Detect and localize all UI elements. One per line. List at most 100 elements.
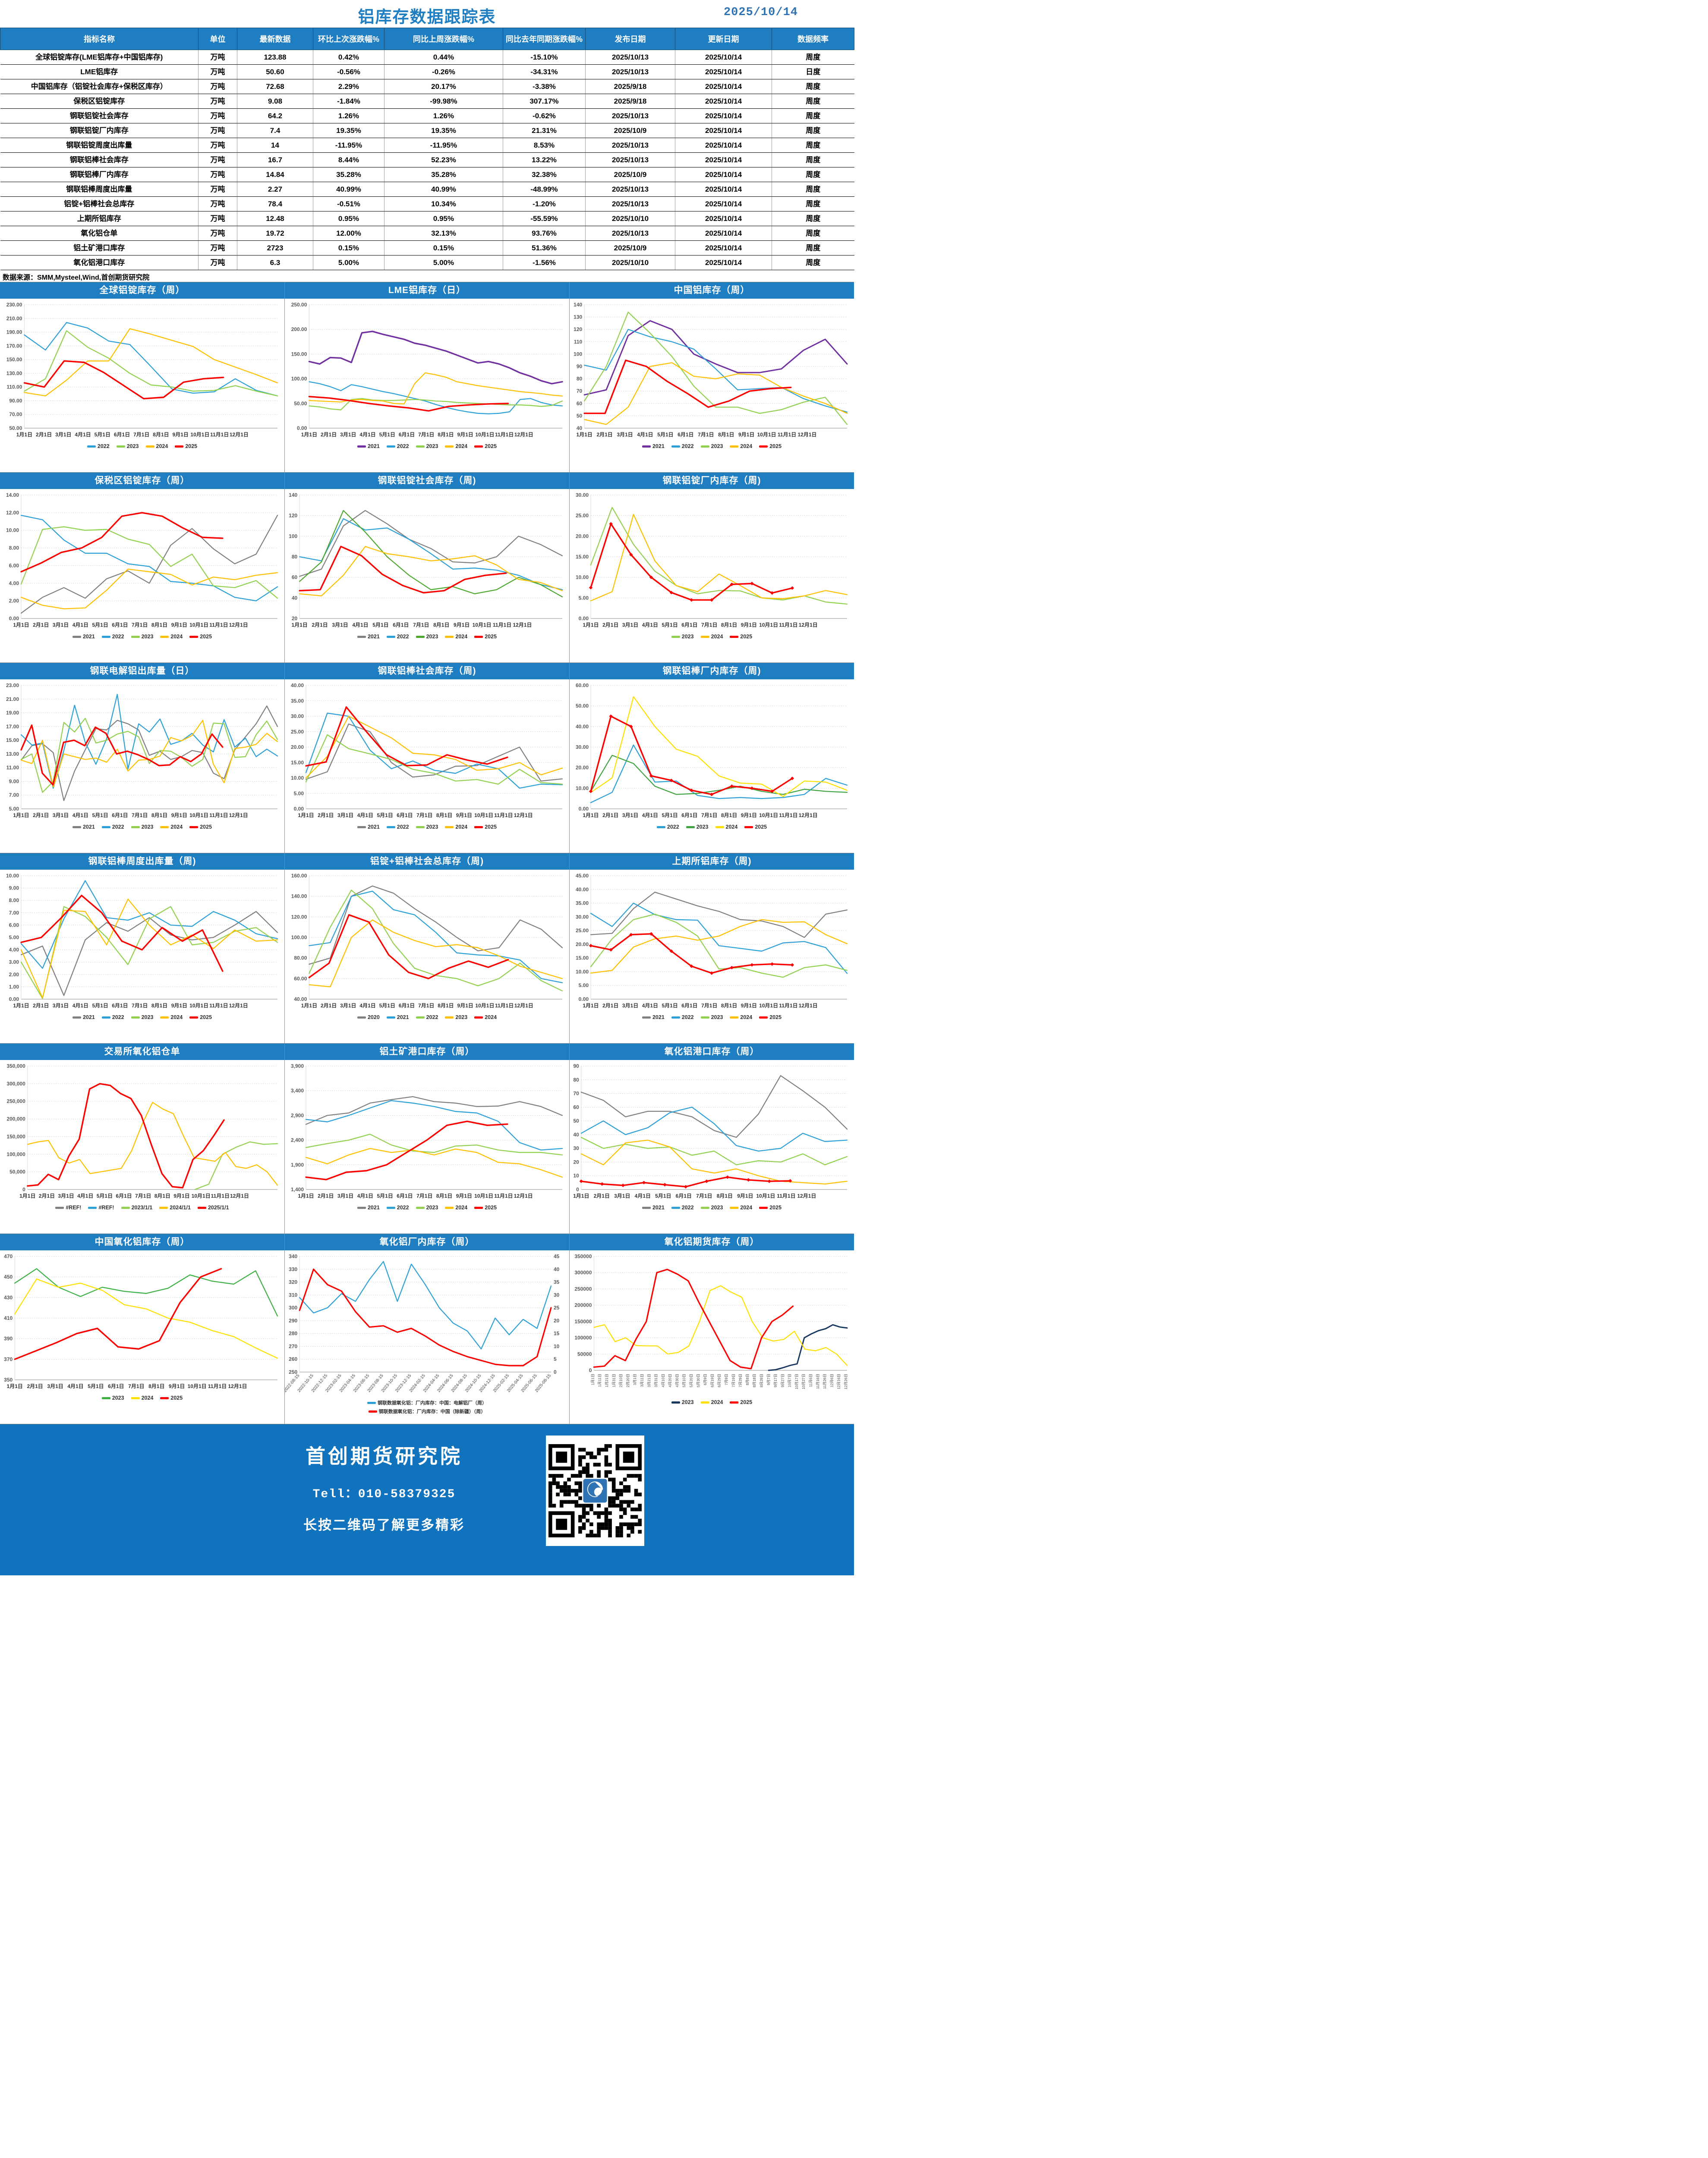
svg-text:7.00: 7.00 bbox=[9, 910, 19, 916]
svg-text:1月1日: 1月1日 bbox=[590, 1374, 595, 1385]
legend-item: 2023 bbox=[686, 824, 709, 830]
legend-item: 2021 bbox=[357, 824, 380, 830]
legend-item: 2023 bbox=[416, 1205, 438, 1211]
svg-text:90.00: 90.00 bbox=[9, 398, 22, 404]
chart-plot: 50.00 70.00 90.00 110.00 130.00 150.00 170.00 1… bbox=[6, 302, 278, 438]
legend-swatch-icon bbox=[101, 635, 110, 638]
svg-text:11月1日: 11月1日 bbox=[779, 622, 797, 628]
svg-text:15.00: 15.00 bbox=[576, 554, 589, 560]
legend-item: 2024 bbox=[145, 443, 168, 449]
legend-item: 2021 bbox=[642, 443, 665, 449]
svg-text:5月1日: 5月1日 bbox=[372, 622, 388, 628]
chart-title: 钢联铝锭厂内库存（周) bbox=[570, 473, 854, 489]
legend-item: 2021 bbox=[72, 824, 95, 830]
qr-hint: 长按二维码了解更多精彩 bbox=[303, 1518, 465, 1533]
svg-text:1月1日: 1月1日 bbox=[7, 1383, 23, 1389]
svg-text:6月1日: 6月1日 bbox=[681, 812, 697, 818]
legend-swatch-icon bbox=[416, 1016, 425, 1019]
footer-banner: 首创期货研究院 Tell：010-58379325 长按二维码了解更多精彩 bbox=[0, 1424, 854, 1575]
legend-item: 2025 bbox=[744, 824, 767, 830]
svg-text:7月1日: 7月1日 bbox=[701, 622, 717, 628]
svg-text:60.00: 60.00 bbox=[576, 682, 589, 688]
legend-swatch-icon bbox=[700, 1401, 709, 1404]
legend-swatch-icon bbox=[671, 1206, 680, 1209]
legend-item: 2024 bbox=[445, 443, 467, 449]
svg-text:5.00: 5.00 bbox=[294, 790, 304, 796]
svg-text:6月9日: 6月9日 bbox=[703, 1374, 707, 1385]
svg-text:40: 40 bbox=[577, 425, 583, 431]
legend-item: 2023 bbox=[700, 443, 723, 449]
svg-text:250000: 250000 bbox=[574, 1286, 592, 1292]
svg-text:8月1日: 8月1日 bbox=[717, 1193, 733, 1199]
svg-text:11月1日: 11月1日 bbox=[493, 622, 511, 628]
svg-text:8月8日: 8月8日 bbox=[745, 1374, 750, 1385]
svg-text:25.00: 25.00 bbox=[291, 729, 304, 735]
legend-item: 2021 bbox=[642, 1205, 665, 1211]
chart-plot: 20 40 60 80 100 120 140 1月1日 2月1日 3月1日 4月1日 5月1日 6月1… bbox=[289, 492, 563, 628]
chart-cell-15: 氧化铝港口库存（周） 0 10 20 30 40 50 60 70 80 90 1月1日 2月1日 3月1… bbox=[570, 1044, 854, 1234]
legend-swatch-icon bbox=[474, 1206, 483, 1209]
svg-text:11月1日: 11月1日 bbox=[494, 1193, 513, 1199]
chart-cell-10: 钢联铝棒周度出库量（周) 0.00 1.00 2.00 3.00 4.00 5.00 6.00… bbox=[0, 853, 285, 1044]
svg-text:12月1日: 12月1日 bbox=[797, 1193, 816, 1199]
svg-text:10月17日: 10月17日 bbox=[794, 1374, 799, 1389]
svg-text:9月1日: 9月1日 bbox=[171, 1003, 187, 1009]
svg-text:8月1日: 8月1日 bbox=[438, 432, 454, 438]
data-source-note: 数据来源：SMM,Mysteel,Wind,首创期货研究院 bbox=[3, 274, 150, 281]
svg-text:50,000: 50,000 bbox=[9, 1169, 25, 1175]
legend-swatch-icon bbox=[160, 1016, 169, 1019]
legend-swatch-icon bbox=[474, 445, 483, 448]
svg-text:10月1日: 10月1日 bbox=[475, 432, 494, 438]
svg-text:30: 30 bbox=[573, 1145, 579, 1152]
legend-item: 2022 bbox=[416, 1014, 438, 1020]
svg-text:20: 20 bbox=[554, 1318, 560, 1324]
legend-item: 2021 bbox=[72, 634, 95, 640]
svg-text:3月1日: 3月1日 bbox=[47, 1383, 63, 1389]
svg-text:8月1日: 8月1日 bbox=[436, 1193, 452, 1199]
chart-plot: 0.00 10.00 20.00 30.00 40.00 50.00 60.00 1月1日 2月… bbox=[576, 682, 848, 818]
svg-text:7月1日: 7月1日 bbox=[698, 432, 714, 438]
svg-text:6月1日: 6月1日 bbox=[681, 1003, 697, 1009]
svg-text:25: 25 bbox=[554, 1305, 560, 1311]
svg-text:7月1日: 7月1日 bbox=[132, 812, 148, 818]
svg-text:5月10日: 5月10日 bbox=[682, 1374, 686, 1387]
svg-text:3.00: 3.00 bbox=[9, 959, 19, 965]
svg-text:4月1日: 4月1日 bbox=[637, 432, 653, 438]
svg-text:160.00: 160.00 bbox=[291, 873, 307, 879]
svg-text:10月1日: 10月1日 bbox=[759, 1003, 778, 1009]
legend-item: 2020 bbox=[357, 1014, 380, 1020]
svg-text:5月1日: 5月1日 bbox=[379, 432, 395, 438]
svg-text:10月1日: 10月1日 bbox=[473, 622, 492, 628]
qr-code[interactable] bbox=[546, 1436, 644, 1546]
svg-text:12月1日: 12月1日 bbox=[799, 622, 818, 628]
table-row: 钢联铝棒厂内库存 万吨 14.84 35.28% 35.28% 32.38% 2025/10… bbox=[0, 167, 854, 182]
svg-text:11月6日: 11月6日 bbox=[809, 1374, 813, 1387]
svg-text:2月1日: 2月1日 bbox=[33, 812, 49, 818]
svg-text:50.00: 50.00 bbox=[576, 703, 589, 709]
legend-swatch-icon bbox=[656, 826, 665, 828]
table-row: 中国铝库存（铝锭社会库存+保税区库存） 万吨 72.68 2.29% 20.17% -3.… bbox=[0, 79, 854, 94]
svg-text:6月1日: 6月1日 bbox=[112, 812, 128, 818]
svg-text:0: 0 bbox=[554, 1369, 557, 1375]
svg-text:320: 320 bbox=[289, 1279, 297, 1285]
chart-legend: 钢联数据氧化铝：厂内库存：中国：电解铝厂（周） 钢联数据氧化铝：厂内库存：中国（除… bbox=[285, 1399, 569, 1415]
legend-item: 2022 bbox=[671, 1014, 694, 1020]
svg-text:5月1日: 5月1日 bbox=[97, 1193, 113, 1199]
chart-cell-17: 氧化铝厂内库存（周） 250 260 270 280 290 300 310 320 330 340… bbox=[285, 1234, 570, 1424]
svg-text:9月1日: 9月1日 bbox=[456, 1193, 472, 1199]
svg-text:8月1日: 8月1日 bbox=[433, 622, 449, 628]
svg-text:4月1日: 4月1日 bbox=[72, 812, 88, 818]
svg-text:20.00: 20.00 bbox=[576, 941, 589, 947]
svg-text:35.00: 35.00 bbox=[576, 900, 589, 906]
svg-text:8月1日: 8月1日 bbox=[148, 1383, 164, 1389]
svg-text:12月1日: 12月1日 bbox=[514, 812, 533, 818]
chart-plot: 0.00 5.00 10.00 15.00 20.00 25.00 30.00 35.00 40… bbox=[576, 873, 848, 1009]
svg-text:6月1日: 6月1日 bbox=[112, 622, 128, 628]
legend-item: 2025 bbox=[730, 634, 752, 640]
svg-text:0.00: 0.00 bbox=[294, 806, 304, 812]
legend-item: 2024 bbox=[160, 1014, 183, 1020]
svg-text:5.00: 5.00 bbox=[9, 934, 19, 940]
svg-text:10月1日: 10月1日 bbox=[474, 1193, 493, 1199]
legend-item: 2022 bbox=[386, 1205, 409, 1211]
svg-text:4月30日: 4月30日 bbox=[675, 1374, 679, 1387]
